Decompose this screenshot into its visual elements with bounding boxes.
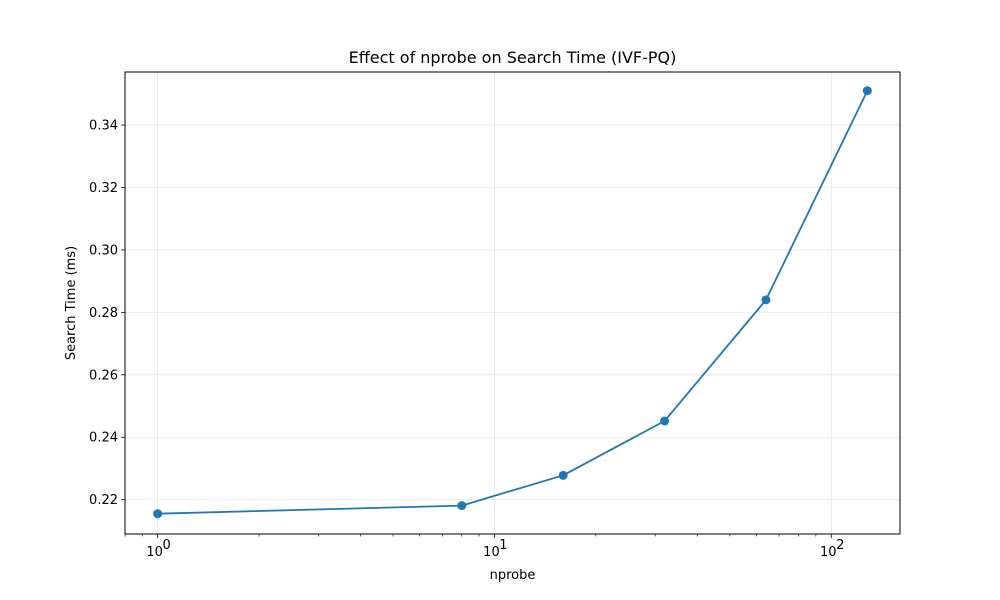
plot-frame	[124, 71, 901, 535]
y-tick-label: 0.30	[89, 243, 118, 258]
data-point	[153, 509, 163, 519]
x-axis-title: nprobe	[490, 568, 536, 583]
data-point	[558, 470, 568, 480]
y-tick-label: 0.34	[89, 119, 118, 134]
data-point	[457, 501, 467, 511]
y-tick-label: 0.32	[89, 181, 118, 196]
x-tick-label: 10	[820, 545, 837, 560]
y-tick-label: 0.24	[89, 431, 118, 446]
x-tick-exponent: 2	[836, 538, 844, 553]
y-tick-label: 0.26	[89, 368, 118, 383]
data-point	[660, 416, 670, 426]
series-line	[157, 90, 869, 515]
data-point	[862, 86, 872, 96]
x-tick-label: 10	[483, 545, 500, 560]
chart-title: Effect of nprobe on Search Time (IVF-PQ)	[349, 48, 677, 67]
series	[153, 86, 872, 519]
x-tick-exponent: 1	[499, 538, 507, 553]
data-point	[761, 295, 771, 305]
y-tick-label: 0.22	[89, 493, 118, 508]
x-tick-label: 10	[146, 545, 163, 560]
y-axis-title: Search Time (ms)	[64, 246, 79, 360]
x-tick-exponent: 0	[162, 538, 170, 553]
y-tick-label: 0.28	[89, 306, 118, 321]
grid	[125, 72, 900, 534]
